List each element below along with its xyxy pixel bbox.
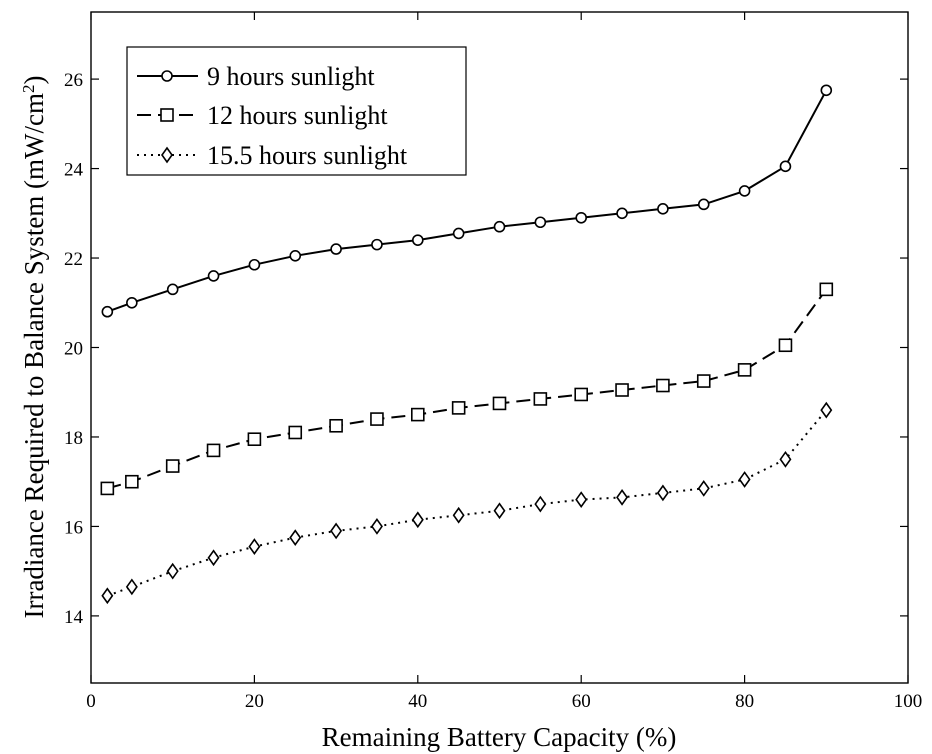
data-point [165,459,180,473]
data-point [696,374,711,388]
data-point [493,502,506,520]
y-tick-label: 26 [64,70,83,91]
data-point [820,401,833,419]
legend-box [126,46,467,176]
legend-marker [161,146,173,164]
data-point [100,481,115,496]
data-point [452,506,465,524]
data-point [126,296,138,309]
data-point [411,511,424,529]
data-point [289,529,302,546]
data-point [615,383,629,397]
data-point [656,378,670,393]
data-point [575,491,588,508]
series-line [107,288,828,490]
series-1 [101,84,833,318]
data-point [534,216,547,229]
data-point [820,84,833,97]
legend-label: 12 hours sunlight [207,101,388,130]
data-point [575,211,588,224]
data-point [492,396,507,411]
data-point [330,243,342,255]
data-point [101,587,114,605]
data-point [616,488,629,506]
data-point [574,387,589,402]
data-point [125,474,139,489]
data-point [779,450,792,468]
x-axis-label: Remaining Battery Capacity (%) [322,722,677,752]
data-point [779,160,792,173]
data-point [534,495,547,513]
y-tick-label: 24 [64,160,84,181]
x-tick-label: 40 [408,691,427,712]
data-point [452,227,465,240]
y-axis-label: Irradiance Required to Balance System (m… [19,75,50,618]
x-tick-label: 100 [894,691,923,712]
data-point [371,238,383,251]
data-point [101,305,114,318]
data-point [207,549,220,567]
data-point [697,198,710,211]
data-point [248,538,261,555]
legend-marker [161,70,173,82]
data-point [206,443,221,458]
data-point [410,407,425,422]
data-point [329,418,343,433]
legend-marker [160,108,174,122]
data-point [451,401,466,415]
x-tick-label: 20 [245,691,264,712]
series-line [106,409,828,597]
y-tick-label: 22 [64,249,83,270]
data-point [166,283,179,296]
y-axis-label-main: Irradiance Required to Balance System (m… [19,93,49,619]
x-tick-label: 60 [572,691,591,712]
data-point [738,185,751,197]
data-point [370,412,384,426]
data-point [738,471,751,488]
data-point [247,432,262,447]
legend-label: 9 hours sunlight [207,62,375,91]
series-3 [101,401,833,605]
data-point [533,392,548,406]
legend-label: 15.5 hours sunlight [207,141,408,170]
y-axis-label-close: ) [19,75,49,84]
data-point [411,234,424,246]
data-point [656,484,669,502]
data-point [737,363,752,377]
data-point [166,562,179,580]
y-tick-label: 18 [64,428,83,449]
data-point [125,578,138,596]
x-tick-label: 0 [86,691,96,712]
data-point [207,270,220,282]
data-point [697,480,710,497]
data-point [493,220,506,233]
data-point [288,425,303,440]
data-point [289,249,302,262]
data-point [616,207,628,220]
y-tick-label: 14 [64,607,84,628]
data-point [330,522,343,540]
series-2 [100,282,834,496]
y-axis-label-superscript: 2 [19,84,38,93]
data-point [248,258,261,271]
data-point [370,518,383,535]
data-point [778,338,793,353]
y-tick-label: 20 [64,339,83,360]
tick-layer: 0 20 40 60 80 100 14 16 18 20 22 24 26 [64,12,922,712]
x-tick-label: 80 [735,691,754,712]
legend: 9 hours sunlight 12 hours sunlight 15.5 ho… [126,46,467,176]
data-point [819,282,834,297]
y-tick-label: 16 [64,517,83,538]
series-layer [100,84,834,605]
data-point [657,203,669,215]
